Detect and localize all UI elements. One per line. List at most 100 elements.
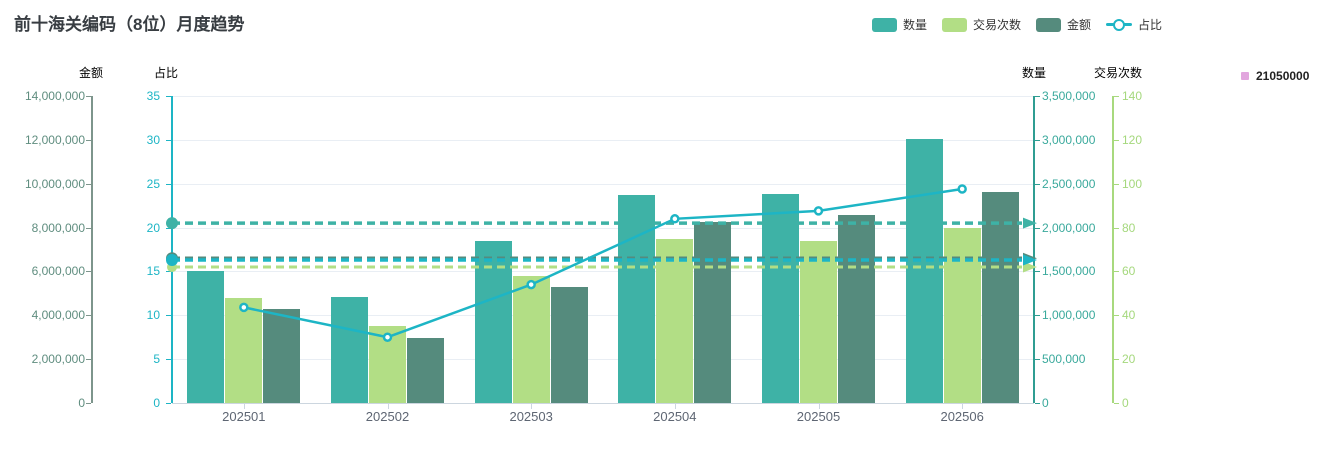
- axis-label-count: 120: [1122, 132, 1143, 147]
- legend-item-21050000[interactable]: 21050000: [1241, 69, 1309, 83]
- x-axis-label: 202502: [365, 409, 410, 424]
- x-axis-tick: [818, 404, 820, 409]
- axis-tick-percent: [166, 96, 171, 97]
- axis-tick-quantity: [1035, 139, 1040, 141]
- gridline: [172, 359, 1034, 361]
- axis-tick-percent: [166, 271, 171, 273]
- legend-label: 数量: [902, 18, 927, 32]
- bar-交易次数-202503[interactable]: [512, 275, 550, 403]
- axis-label-quantity: 500,000: [1042, 352, 1086, 367]
- legend-label: 交易次数: [972, 18, 1021, 32]
- bar-数量-202506[interactable]: [905, 138, 943, 403]
- axis-label-count: 80: [1122, 220, 1136, 235]
- axis-label-percent: 25: [146, 176, 160, 191]
- bar-金额-202503[interactable]: [550, 286, 588, 403]
- bar-交易次数-202504[interactable]: [656, 238, 694, 403]
- axis-tick-amount: [86, 359, 91, 361]
- axis-name-count: 交易次数: [1093, 66, 1143, 80]
- axis-tick-count: [1114, 96, 1119, 97]
- bar-数量-202502[interactable]: [331, 296, 368, 403]
- axis-label-count: 20: [1122, 352, 1136, 367]
- axis-label-count: 60: [1122, 264, 1136, 279]
- legend-label: 占比: [1137, 18, 1162, 32]
- axis-line-percent: [171, 96, 173, 403]
- bar-交易次数-202502[interactable]: [369, 326, 406, 403]
- bar-金额-202501[interactable]: [263, 308, 301, 403]
- axis-label-amount: 0: [78, 396, 85, 410]
- axis-tick-amount: [86, 315, 91, 317]
- bar-数量-202501[interactable]: [187, 271, 225, 403]
- bar-交易次数-202501[interactable]: [225, 297, 263, 403]
- bar-数量-202503[interactable]: [474, 240, 512, 403]
- bar-金额-202506[interactable]: [981, 191, 1019, 403]
- axis-tick-count: [1114, 227, 1119, 229]
- axis-tick-count: [1114, 139, 1119, 141]
- axis-tick-quantity: [1035, 315, 1040, 317]
- x-axis-label: 202504: [653, 409, 697, 424]
- axis-tick-amount: [86, 227, 91, 229]
- axis-line-amount: [91, 96, 93, 403]
- axis-label-amount: 6,000,000: [31, 264, 85, 279]
- legend-swatch-icon: [1035, 17, 1061, 32]
- axis-label-percent: 30: [146, 132, 160, 147]
- axis-tick-amount: [86, 271, 91, 273]
- legend-item-2[interactable]: 交易次数: [941, 16, 1021, 33]
- axis-tick-count: [1114, 183, 1119, 185]
- page-title: 前十海关编码（8位）月度趋势: [14, 15, 245, 34]
- line-point-占比-202506[interactable]: [957, 184, 967, 194]
- bar-金额-202502[interactable]: [407, 337, 444, 403]
- axis-label-count: 100: [1122, 176, 1143, 191]
- line-point-占比-202505[interactable]: [813, 206, 824, 216]
- axis-name-quantity: 数量: [1021, 66, 1047, 80]
- axis-label-percent: 20: [146, 220, 160, 235]
- axis-label-quantity: 1,000,000: [1042, 308, 1096, 323]
- x-axis-tick: [243, 404, 245, 409]
- legend-line-circle-icon: [1105, 18, 1132, 32]
- axis-tick-percent: [166, 183, 171, 185]
- bar-金额-202504[interactable]: [694, 221, 732, 403]
- axis-tick-amount: [86, 96, 91, 97]
- bar-交易次数-202506[interactable]: [943, 227, 981, 403]
- x-axis-tick: [962, 404, 964, 409]
- axis-label-count: 140: [1122, 89, 1143, 103]
- axis-label-percent: 10: [146, 308, 160, 323]
- axis-name-amount: 金额: [78, 66, 104, 80]
- line-point-占比-202504[interactable]: [670, 214, 680, 224]
- axis-label-amount: 10,000,000: [24, 176, 85, 191]
- axis-label-quantity: 1,500,000: [1042, 264, 1096, 279]
- legend-item-1[interactable]: 数量: [871, 16, 927, 33]
- axis-label-amount: 14,000,000: [24, 89, 85, 103]
- legend-swatch-icon: [871, 17, 897, 32]
- gridline: [172, 183, 1034, 185]
- x-axis-tick: [387, 404, 389, 409]
- x-axis-label: 202505: [796, 409, 841, 424]
- axis-label-quantity: 2,500,000: [1042, 176, 1096, 191]
- x-axis-label: 202503: [509, 409, 553, 424]
- bar-数量-202505[interactable]: [762, 194, 799, 403]
- axis-label-amount: 12,000,000: [24, 132, 85, 147]
- axis-label-quantity: 3,000,000: [1042, 132, 1096, 147]
- legend-label: 金额: [1066, 18, 1091, 32]
- axis-label-amount: 4,000,000: [31, 308, 85, 323]
- legend-swatch-icon: [941, 17, 967, 32]
- axis-label-percent: 35: [146, 89, 160, 103]
- axis-tick-quantity: [1035, 271, 1040, 273]
- axis-tick-quantity: [1035, 227, 1040, 229]
- axis-tick-count: [1114, 271, 1119, 273]
- x-axis-line: [172, 403, 1034, 404]
- axis-tick-percent: [166, 315, 171, 317]
- legend-item-4[interactable]: 占比: [1105, 16, 1162, 33]
- bar-交易次数-202505[interactable]: [800, 240, 837, 403]
- axis-tick-quantity: [1035, 359, 1040, 361]
- legend-item-3[interactable]: 金额: [1035, 16, 1091, 33]
- axis-tick-amount: [86, 403, 91, 404]
- gridline: [172, 139, 1034, 141]
- axis-tick-amount: [86, 139, 91, 141]
- x-axis-tick: [674, 404, 676, 409]
- bar-金额-202505[interactable]: [838, 214, 875, 403]
- axis-label-quantity: 2,000,000: [1042, 220, 1096, 235]
- bar-数量-202504[interactable]: [618, 195, 656, 403]
- axis-label-amount: 8,000,000: [31, 220, 85, 235]
- chart-legend: 数量 交易次数 金额 占比: [871, 16, 1162, 33]
